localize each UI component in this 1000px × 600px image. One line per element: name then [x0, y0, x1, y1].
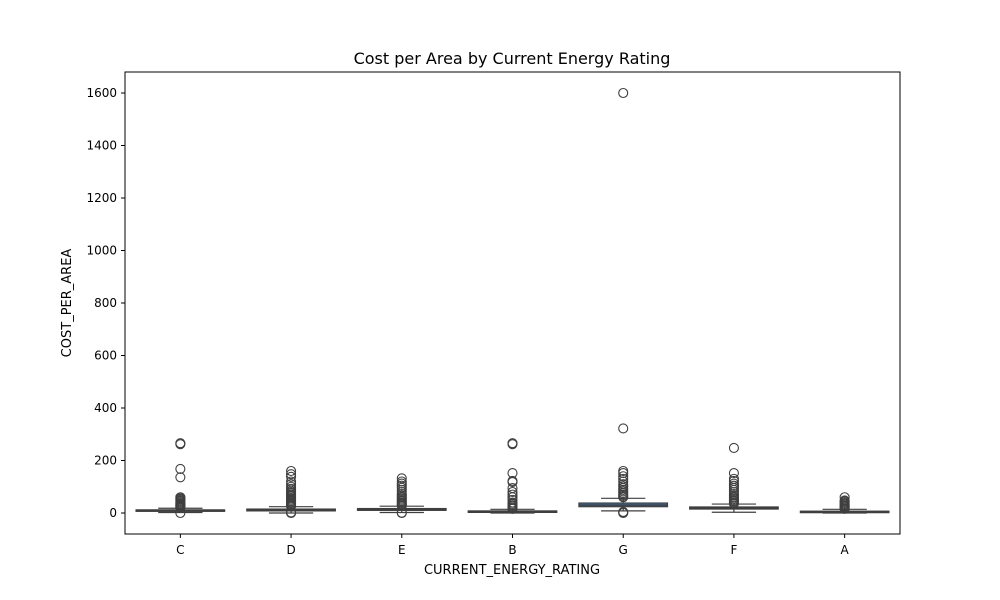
- box-G: [578, 87, 669, 519]
- box-F: [689, 442, 779, 513]
- y-tick-label: 1200: [86, 191, 117, 205]
- outlier-point: [286, 469, 297, 480]
- outlier-point: [507, 438, 518, 449]
- plot-frame: [124, 71, 901, 535]
- y-tick-label: 1000: [86, 244, 117, 258]
- box-D: [246, 465, 336, 519]
- y-tick-label: 0: [109, 506, 117, 520]
- outlier-point: [286, 471, 297, 482]
- outlier-point: [618, 465, 629, 477]
- y-tick-label: 200: [94, 454, 117, 468]
- outlier-point: [286, 476, 297, 487]
- x-tick-label: C: [176, 543, 184, 557]
- outlier-point: [618, 423, 629, 434]
- x-tick-label: A: [841, 543, 850, 557]
- outlier-point: [286, 481, 297, 492]
- y-tick-label: 1600: [86, 86, 117, 100]
- outlier-point: [618, 479, 629, 490]
- x-tick-label: B: [508, 543, 516, 557]
- outlier-point: [175, 438, 186, 449]
- y-axis-label: COST_PER_AREA: [60, 249, 75, 358]
- outlier-point: [175, 472, 186, 483]
- x-tick-label: G: [619, 543, 628, 557]
- outlier-point: [507, 468, 518, 479]
- outlier-point: [286, 465, 297, 477]
- outlier-point: [618, 473, 629, 484]
- outlier-point: [286, 479, 297, 490]
- outlier-point: [728, 468, 739, 479]
- outlier-point: [618, 506, 629, 518]
- box-A: [799, 492, 890, 514]
- box-B: [467, 438, 558, 514]
- x-tick-label: D: [286, 543, 295, 557]
- outlier-point: [728, 473, 739, 484]
- outlier-point: [618, 476, 629, 487]
- outlier-point: [839, 495, 850, 506]
- y-axis: 0 200 400 600 800 1000 1200 1400 1600: [86, 86, 125, 520]
- outlier-point: [507, 494, 518, 505]
- box-C: [135, 438, 226, 519]
- outlier-point: [507, 489, 518, 500]
- y-tick-label: 800: [94, 296, 117, 310]
- outlier-point: [396, 476, 407, 487]
- outlier-point: [507, 486, 518, 498]
- x-axis-label: CURRENT_ENERGY_RATING: [424, 563, 600, 578]
- y-tick-label: 1400: [86, 139, 117, 153]
- outlier-point: [728, 478, 739, 489]
- plot-area: [135, 87, 890, 519]
- outlier-point: [507, 483, 518, 494]
- chart-title: Cost per Area by Current Energy Rating: [354, 49, 671, 68]
- x-tick-label: F: [730, 543, 737, 557]
- outlier-point: [618, 471, 629, 482]
- outlier-point: [175, 463, 186, 474]
- outlier-point: [507, 475, 518, 487]
- x-tick-label: E: [398, 543, 406, 557]
- outlier-point: [175, 492, 186, 503]
- y-tick-label: 400: [94, 401, 117, 415]
- outlier-point: [839, 492, 850, 503]
- y-tick-label: 600: [94, 349, 117, 363]
- outlier-point: [507, 497, 518, 508]
- outlier-point: [396, 473, 407, 484]
- box-E: [356, 473, 447, 519]
- outlier-point: [618, 87, 629, 99]
- outlier-point: [728, 442, 739, 453]
